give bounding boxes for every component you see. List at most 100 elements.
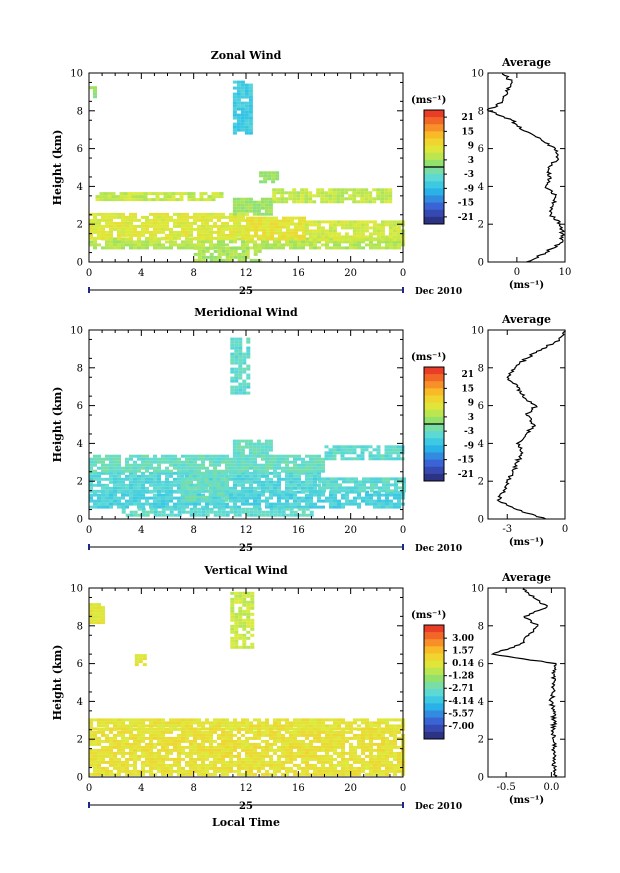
colorbar-segment — [424, 632, 444, 640]
colorbar-segment — [424, 152, 444, 161]
data-region — [89, 603, 105, 625]
average-y-tick-label: 0 — [478, 515, 484, 526]
colorbar-segment — [424, 188, 444, 196]
x-tick-label: 0 — [400, 783, 406, 794]
colorbar-segment — [424, 660, 444, 669]
data-region — [89, 212, 249, 240]
colorbar-segment — [424, 724, 444, 733]
data-region — [232, 439, 273, 458]
colorbar-segment — [424, 431, 444, 439]
x-tick-label: 8 — [190, 268, 196, 279]
x-tick-label: 0 — [400, 525, 406, 536]
average-x-tick-label: 0 — [514, 267, 520, 278]
colorbar-segment — [424, 117, 444, 125]
colorbar-segment — [424, 625, 444, 633]
data-region — [89, 86, 97, 99]
colorbar-tick-label: 3 — [468, 413, 474, 423]
y-tick-label: 10 — [70, 584, 83, 595]
y-tick-label: 4 — [77, 697, 83, 708]
x-tick-label: 0 — [86, 525, 92, 536]
y-tick-label: 8 — [77, 621, 83, 632]
x-tick-label: 8 — [190, 525, 196, 536]
panel-title: Vertical Wind — [203, 564, 288, 577]
date-day: 25 — [239, 801, 253, 812]
average-x-label: (ms⁻¹) — [509, 537, 544, 548]
average-frame — [487, 72, 566, 263]
average-x-tick-label: 0.0 — [543, 782, 559, 793]
colorbar-segment — [424, 209, 444, 218]
colorbar-unit: (ms⁻¹) — [411, 352, 446, 363]
colorbar-segment — [424, 174, 444, 182]
average-y-tick-label: 2 — [478, 220, 484, 231]
average-y-tick-label: 2 — [478, 477, 484, 488]
y-axis-label: Height (km) — [51, 387, 64, 463]
y-tick-label: 6 — [77, 659, 83, 670]
colorbar-tick-label: -9 — [464, 184, 474, 194]
colorbar-segment — [424, 674, 444, 683]
colorbar-segment — [424, 731, 444, 740]
date-month: Dec 2010 — [415, 287, 462, 297]
date-day: 25 — [239, 286, 253, 297]
colorbar-unit: (ms⁻¹) — [411, 95, 446, 106]
y-tick-label: 6 — [77, 401, 83, 412]
colorbar-segment — [424, 717, 444, 726]
average-x-label: (ms⁻¹) — [509, 795, 544, 806]
colorbar-segment — [424, 452, 444, 461]
colorbar-segment — [424, 473, 444, 482]
colorbar-tick-label: 15 — [461, 127, 474, 137]
colorbar-tick-label: 1.57 — [452, 647, 474, 657]
average-x-label: (ms⁻¹) — [509, 280, 544, 291]
x-tick-label: 16 — [292, 268, 305, 279]
data-region — [193, 246, 262, 262]
average-x-tick-label: -0.5 — [496, 782, 515, 793]
average-y-tick-label: 2 — [478, 735, 484, 746]
data-region — [246, 216, 306, 241]
data-region — [95, 192, 224, 202]
average-y-tick-label: 6 — [478, 401, 484, 412]
y-tick-label: 8 — [77, 106, 83, 117]
data-region — [230, 591, 255, 649]
colorbar-tick-label: 21 — [461, 370, 474, 380]
x-tick-label: 0 — [400, 268, 406, 279]
colorbar-frame — [423, 624, 445, 740]
colorbar-tick-label: 0.14 — [452, 659, 474, 669]
colorbar-segment — [424, 703, 444, 711]
colorbar-tick-label: 3 — [468, 156, 474, 166]
colorbar-segment — [424, 696, 444, 704]
y-tick-label: 4 — [77, 439, 83, 450]
y-tick-label: 2 — [77, 735, 83, 746]
y-axis-label: Height (km) — [51, 645, 64, 721]
colorbar-segment — [424, 459, 444, 468]
x-tick-label: 4 — [138, 268, 144, 279]
colorbar-unit: (ms⁻¹) — [411, 610, 446, 621]
average-y-tick-label: 4 — [478, 697, 484, 708]
colorbar-segment — [424, 131, 444, 139]
colorbar-tick-label: -3 — [464, 170, 474, 180]
colorbar-segment — [424, 424, 444, 432]
average-y-tick-label: 0 — [478, 773, 484, 784]
x-tick-label: 12 — [240, 525, 253, 536]
colorbar-segment — [424, 646, 444, 654]
data-region — [180, 471, 229, 502]
data-region — [324, 445, 405, 461]
data-region — [89, 454, 325, 473]
x-tick-label: 0 — [86, 268, 92, 279]
colorbar-segment — [424, 710, 444, 719]
average-title: Average — [501, 571, 551, 584]
data-region — [259, 171, 280, 184]
average-y-tick-label: 10 — [471, 69, 484, 80]
x-axis-label: Local Time — [212, 816, 280, 829]
colorbar-segment — [424, 409, 444, 418]
data-region — [232, 197, 273, 216]
colorbar-segment — [424, 438, 444, 446]
average-x-tick-label: 10 — [559, 267, 572, 278]
colorbar-segment — [424, 639, 444, 647]
y-tick-label: 6 — [77, 144, 83, 155]
colorbar-segment — [424, 167, 444, 175]
average-title: Average — [501, 313, 551, 326]
colorbar-tick-label: -9 — [464, 441, 474, 451]
average-y-tick-label: 8 — [478, 621, 484, 632]
colorbar-tick-label: -4.14 — [448, 697, 474, 707]
